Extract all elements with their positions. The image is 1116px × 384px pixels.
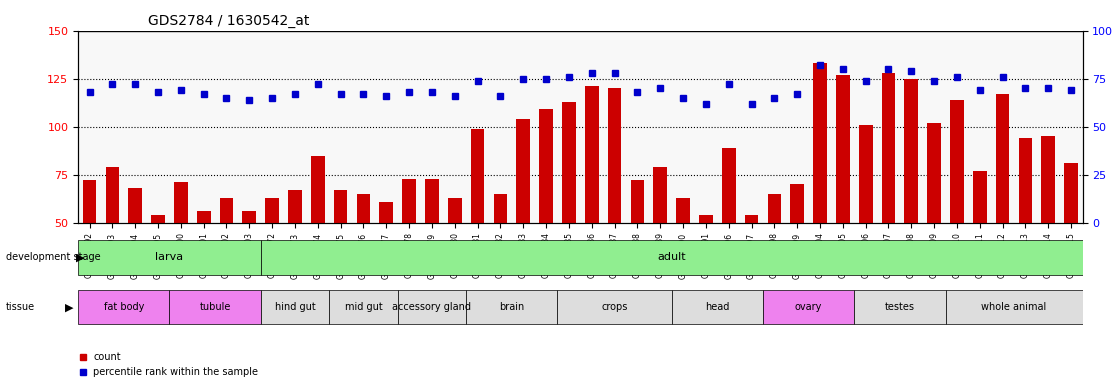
Bar (790, 184, 804, 319)
Bar (562, 102, 576, 319)
Bar (973, 171, 987, 319)
Bar (493, 194, 508, 319)
Bar (882, 73, 895, 319)
Bar (448, 198, 462, 319)
Bar (334, 190, 347, 319)
Text: larva: larva (155, 252, 183, 262)
Bar (1019, 138, 1032, 319)
Bar (471, 129, 484, 319)
Bar (585, 86, 598, 319)
Text: GDS2784 / 1630542_at: GDS2784 / 1630542_at (148, 14, 310, 28)
FancyBboxPatch shape (558, 290, 672, 324)
Bar (676, 198, 690, 319)
Bar (266, 198, 279, 319)
Bar (1065, 163, 1078, 319)
Bar (425, 179, 439, 319)
Text: mid gut: mid gut (345, 302, 383, 312)
FancyBboxPatch shape (261, 290, 329, 324)
Text: adult: adult (657, 252, 686, 262)
Bar (768, 194, 781, 319)
Bar (814, 63, 827, 319)
Bar (904, 79, 918, 319)
FancyBboxPatch shape (466, 290, 558, 324)
Text: accessory gland: accessory gland (393, 302, 471, 312)
Text: crops: crops (602, 302, 627, 312)
Bar (927, 123, 941, 319)
Bar (950, 100, 964, 319)
FancyBboxPatch shape (854, 290, 945, 324)
Bar (379, 202, 393, 319)
Bar (106, 167, 119, 319)
Text: ovary: ovary (795, 302, 822, 312)
Text: count: count (94, 352, 121, 362)
Bar (836, 75, 849, 319)
Bar (699, 215, 713, 319)
Bar (1041, 136, 1055, 319)
Bar (288, 190, 301, 319)
Bar (128, 188, 142, 319)
Text: tubule: tubule (200, 302, 231, 312)
FancyBboxPatch shape (170, 290, 261, 324)
Text: development stage: development stage (6, 252, 100, 262)
Bar (196, 211, 211, 319)
Bar (311, 156, 325, 319)
Text: fat body: fat body (104, 302, 144, 312)
FancyBboxPatch shape (78, 290, 170, 324)
Bar (220, 198, 233, 319)
Bar (242, 211, 257, 319)
FancyBboxPatch shape (945, 290, 1083, 324)
Bar (357, 194, 371, 319)
Bar (83, 180, 96, 319)
Bar (995, 94, 1010, 319)
FancyBboxPatch shape (672, 290, 763, 324)
Bar (744, 215, 759, 319)
Bar (608, 88, 622, 319)
Bar (539, 109, 552, 319)
FancyBboxPatch shape (763, 290, 854, 324)
Text: head: head (705, 302, 730, 312)
FancyBboxPatch shape (261, 240, 1083, 275)
Bar (631, 180, 644, 319)
Text: tissue: tissue (6, 302, 35, 312)
Text: hind gut: hind gut (275, 302, 316, 312)
FancyBboxPatch shape (397, 290, 466, 324)
Bar (859, 125, 873, 319)
Bar (517, 119, 530, 319)
Text: ▶: ▶ (65, 302, 74, 312)
Text: brain: brain (499, 302, 525, 312)
Bar (653, 167, 667, 319)
Bar (151, 215, 165, 319)
Text: whole animal: whole animal (981, 302, 1047, 312)
FancyBboxPatch shape (329, 290, 397, 324)
Text: testes: testes (885, 302, 915, 312)
Text: percentile rank within the sample: percentile rank within the sample (94, 367, 258, 377)
Text: ▶: ▶ (76, 252, 85, 262)
FancyBboxPatch shape (78, 240, 261, 275)
Bar (402, 179, 416, 319)
Bar (722, 148, 735, 319)
Bar (174, 182, 187, 319)
